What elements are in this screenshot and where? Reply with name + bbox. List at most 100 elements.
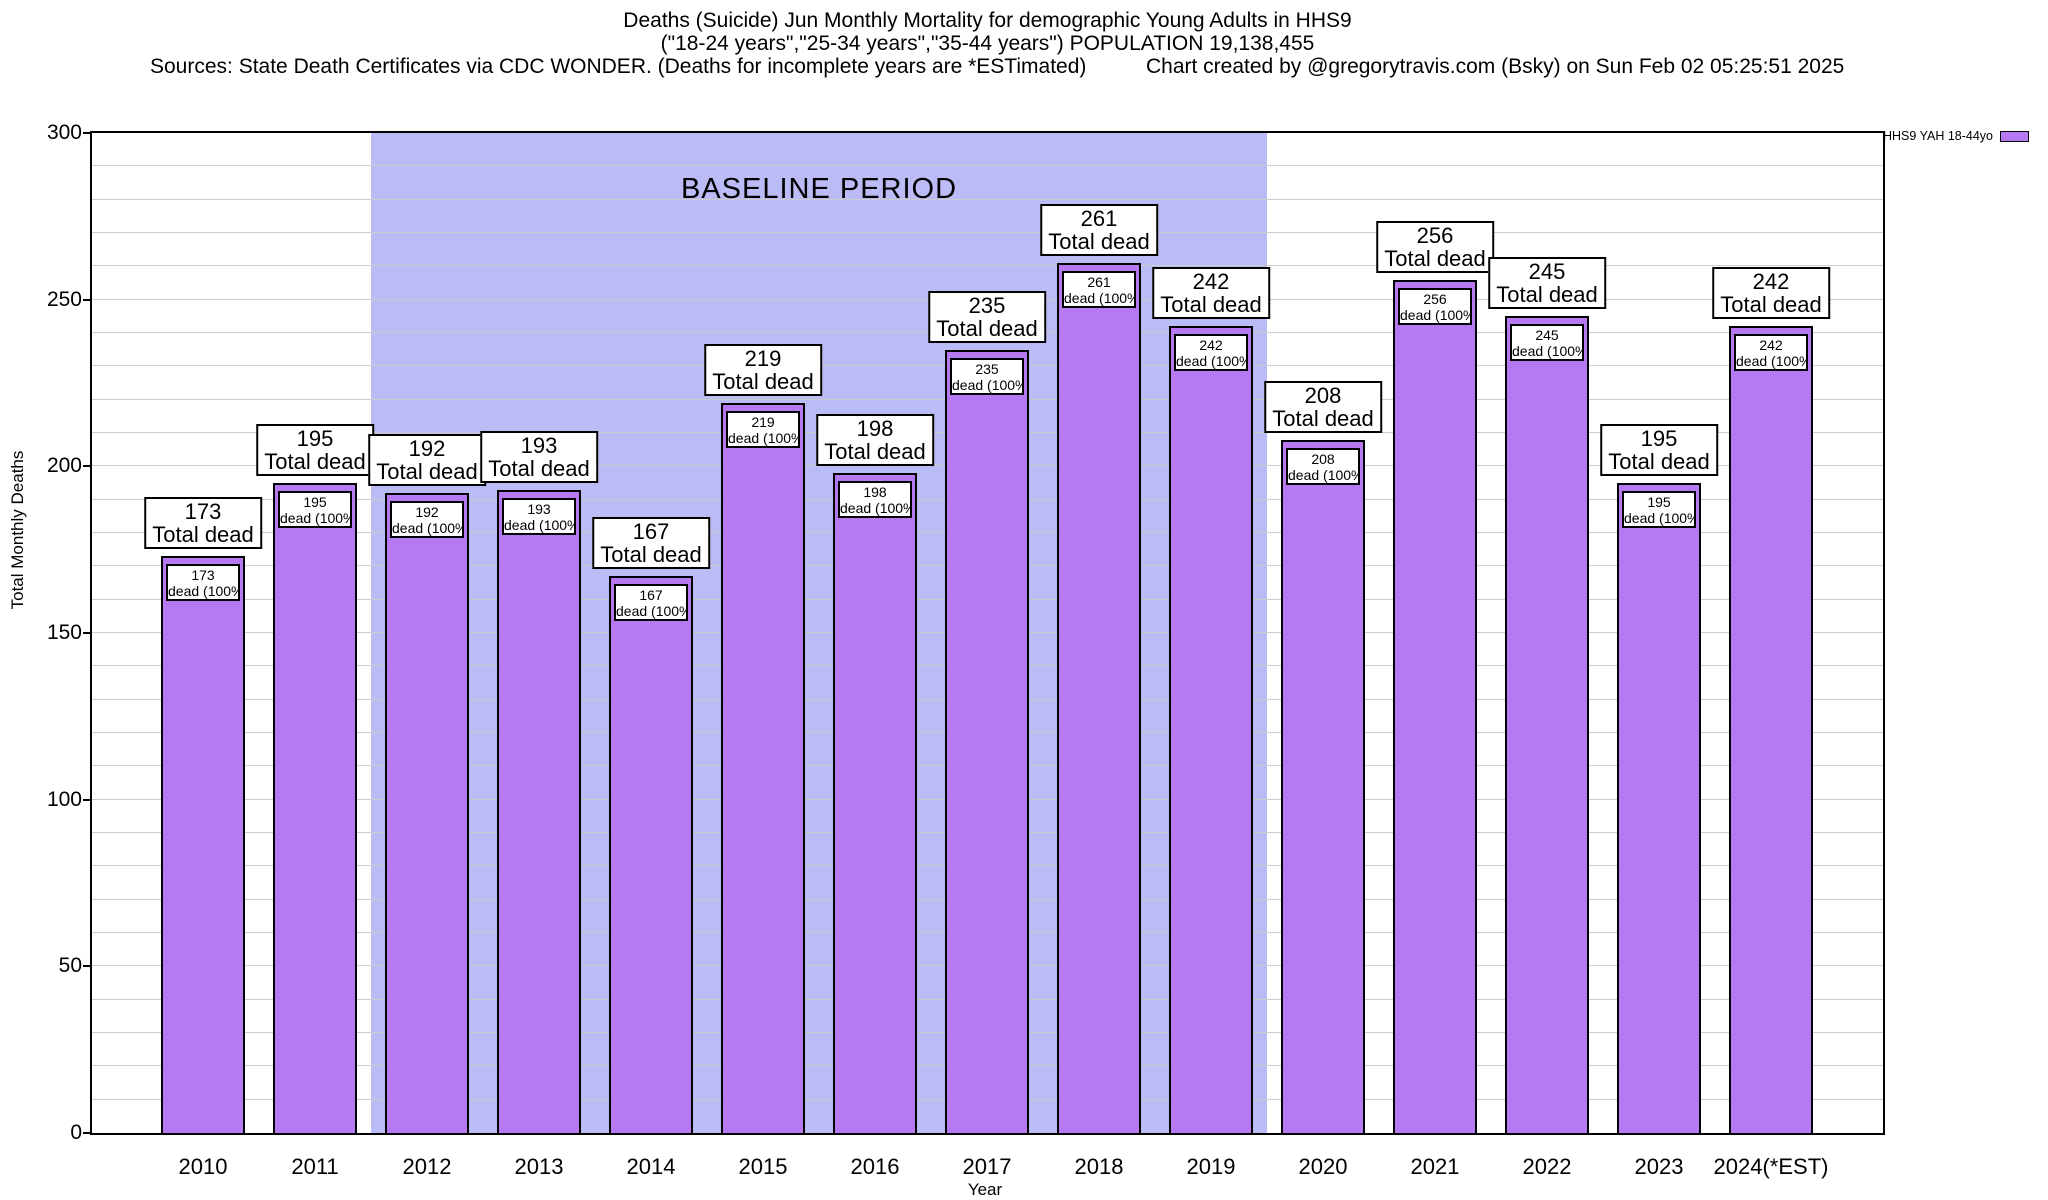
callout-value: 173 [184, 499, 222, 525]
callout-value: 167 [632, 519, 670, 545]
x-tick-label-2022: 2022 [1522, 1154, 1572, 1179]
bar-inner-suffix: dead (100%) [1176, 353, 1246, 370]
x-tick-label-2013: 2013 [514, 1154, 564, 1179]
x-tick-label-2010: 2010 [178, 1154, 228, 1179]
x-tick-label-2017: 2017 [962, 1154, 1012, 1179]
bar-inner-value: 195 [1647, 494, 1671, 510]
y-tick-label-0: 0 [70, 1121, 82, 1144]
legend-swatch-icon [2000, 130, 2029, 142]
x-tick-label-2021: 2021 [1410, 1154, 1460, 1179]
callout-suffix: Total dead [1272, 405, 1374, 431]
bar-callout-2012: 192 Total dead [368, 434, 486, 486]
bar-inner-value: 193 [527, 500, 551, 517]
bar-inner-suffix: dead (100%) [168, 583, 238, 600]
legend: HHS9 YAH 18-44yo [1883, 129, 2029, 143]
y-tick-label-200: 200 [46, 454, 82, 478]
callout-value: 242 [1192, 269, 1230, 295]
chart-title-line-1: Deaths (Suicide) Jun Monthly Mortality f… [623, 9, 1352, 32]
callout-suffix: Total dead [152, 522, 254, 548]
bar-callout-2010: 173 Total dead [144, 497, 262, 550]
callout-suffix: Total dead [1496, 282, 1598, 308]
callout-value: 195 [1640, 426, 1678, 451]
x-tick-label-2012: 2012 [402, 1154, 452, 1179]
bar-callout-2022: 245 Total dead [1488, 257, 1606, 310]
bar-inner-value: 242 [1199, 337, 1223, 354]
y-tick-mark-50 [83, 965, 92, 968]
y-tick-mark-250 [83, 298, 92, 301]
x-tick-label-2024(*EST): 2024(*EST) [1713, 1154, 1829, 1179]
y-tick-mark-200 [83, 465, 92, 468]
gridline-y-290 [92, 165, 1883, 167]
callout-suffix: Total dead [1048, 229, 1150, 254]
callout-suffix: Total dead [1160, 292, 1262, 318]
bar-callout-2023: 195 Total dead [1600, 424, 1718, 476]
bar-inner-value: 242 [1759, 337, 1783, 354]
bar-inner-suffix: dead (100%) [1512, 343, 1582, 360]
bar-callout-2016: 198 Total dead [816, 414, 934, 466]
bar-callout-2017: 235 Total dead [928, 290, 1046, 343]
callout-suffix: Total dead [264, 449, 366, 474]
bar-inner-suffix: dead (100%) [616, 603, 686, 620]
chart-credit-note: Chart created by @gregorytravis.com (Bsk… [1146, 55, 1845, 78]
gridline-y-280 [92, 198, 1883, 200]
y-tick-mark-150 [83, 632, 92, 634]
x-tick-label-2015: 2015 [738, 1154, 788, 1179]
bar-inner-suffix: dead (100%) [1624, 510, 1694, 526]
callout-value: 195 [296, 426, 334, 451]
callout-suffix: Total dead [824, 439, 926, 464]
y-tick-label-50: 50 [58, 954, 82, 978]
bar-inner-suffix: dead (100%) [1288, 466, 1358, 483]
x-tick-label-2016: 2016 [850, 1154, 900, 1179]
bar-inner-value: 208 [1311, 450, 1335, 467]
callout-value: 192 [408, 436, 446, 461]
bar-inner-value: 195 [303, 494, 327, 510]
chart-sources-note: Sources: State Death Certificates via CD… [150, 55, 1087, 78]
bar-inner-suffix: dead (100%) [504, 516, 574, 533]
bar-inner-suffix: dead (100%) [392, 520, 462, 536]
chart-title-line-2: ("18-24 years","25-34 years","35-44 year… [660, 32, 1315, 55]
bar-inner-value: 256 [1423, 290, 1447, 307]
bar-inner-value: 235 [975, 360, 999, 377]
x-tick-label-2011: 2011 [291, 1154, 339, 1179]
callout-suffix: Total dead [712, 369, 814, 394]
callout-value: 193 [520, 432, 558, 458]
callout-suffix: Total dead [488, 455, 590, 481]
bar-inner-value: 192 [415, 504, 439, 520]
bar-callout-2014: 167 Total dead [592, 517, 710, 570]
callout-value: 261 [1080, 206, 1118, 231]
bar-inner-value: 219 [751, 414, 775, 430]
x-tick-label-2018: 2018 [1074, 1154, 1124, 1179]
callout-value: 219 [744, 346, 782, 371]
bar-inner-value: 261 [1087, 274, 1111, 290]
bar-callout-2013: 193 Total dead [480, 430, 598, 483]
y-tick-label-100: 100 [46, 787, 82, 811]
callout-value: 242 [1752, 269, 1790, 295]
x-tick-label-2019: 2019 [1186, 1154, 1236, 1179]
callout-value: 198 [856, 416, 894, 441]
bar-callout-2011: 195 Total dead [256, 424, 374, 476]
callout-value: 208 [1304, 382, 1342, 408]
